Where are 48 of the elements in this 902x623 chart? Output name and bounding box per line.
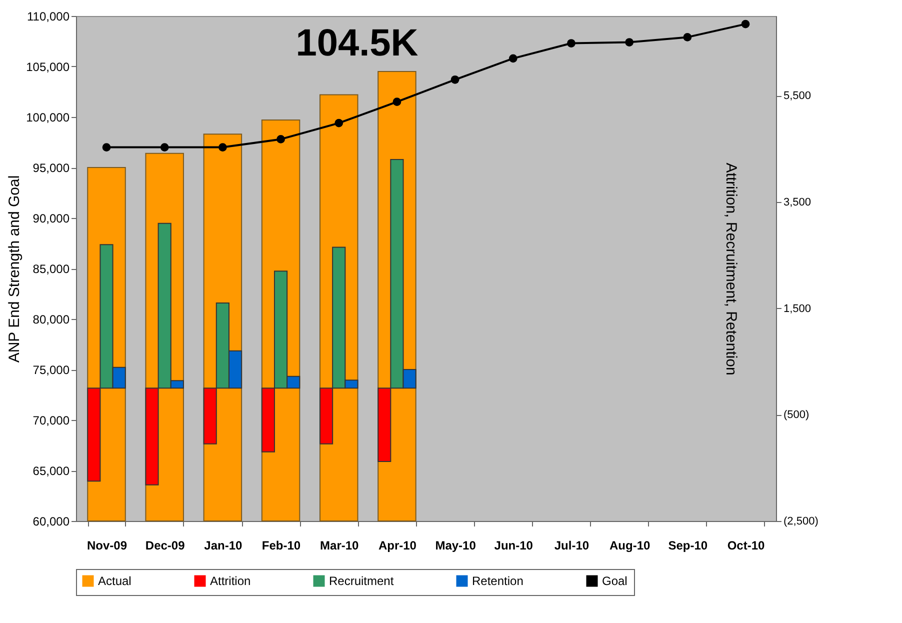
y-tick-label: 110,000	[27, 10, 70, 24]
x-tick-label: Jan-10	[204, 538, 243, 552]
x-tick-label: Nov-09	[86, 538, 128, 552]
y2-axis-title: Attrition, Recruitment, Retention	[722, 162, 740, 376]
point	[276, 135, 285, 144]
x-tick-label: Dec-09	[145, 538, 186, 552]
legend-label: Attrition	[210, 574, 251, 588]
point	[392, 98, 402, 106]
y2-tick-label: 3,500	[784, 196, 812, 209]
legend-label: Actual	[98, 574, 132, 588]
x-tick-label: May-10	[435, 538, 476, 552]
legend-label: Recruitment	[329, 574, 394, 588]
x-tick-label: Jun-10	[494, 538, 534, 552]
point	[450, 75, 460, 84]
y-tick-label: 65,000	[32, 464, 70, 478]
y-tick-label: 100,000	[26, 110, 70, 124]
y2-tick-label: (2,500)	[784, 516, 818, 528]
x-tick-label: Mar-10	[320, 538, 360, 552]
y-tick-label: 90,000	[32, 212, 70, 226]
point	[334, 118, 344, 128]
y-axis-title: ANP End Strength and Goal	[6, 175, 24, 363]
x-tick-label: Feb-10	[262, 538, 301, 552]
x-tick-label: Sep-10	[668, 538, 708, 552]
point	[567, 39, 576, 48]
y-tick-label: 60,000	[32, 514, 70, 528]
point	[160, 143, 169, 152]
legend-label: Retention	[472, 574, 524, 588]
x-tick-label: Oct-10	[727, 538, 765, 552]
y-tick-label: 75,000	[32, 363, 70, 377]
point	[683, 33, 692, 42]
point	[508, 54, 518, 63]
point	[625, 38, 634, 46]
x-tick-label: Apr-10	[378, 538, 417, 552]
point	[741, 20, 750, 28]
point	[218, 143, 227, 152]
y2-tick-label: 5,500	[784, 90, 812, 102]
x-tick-label: Jul-10	[554, 538, 590, 552]
y-tick-label: 70,000	[32, 414, 70, 428]
y2-tick-label: (500)	[784, 409, 810, 422]
legend-label: Goal	[602, 574, 628, 588]
point	[102, 143, 111, 152]
x-tick-label: Aug-10	[609, 538, 650, 552]
y-tick-label: 105,000	[26, 60, 70, 74]
y-tick-label: 95,000	[32, 161, 70, 175]
annotation: 104.5K	[296, 22, 419, 65]
y-tick-label: 85,000	[32, 262, 70, 276]
y-tick-label: 80,000	[32, 312, 70, 326]
y2-tick-label: 1,500	[784, 302, 812, 315]
